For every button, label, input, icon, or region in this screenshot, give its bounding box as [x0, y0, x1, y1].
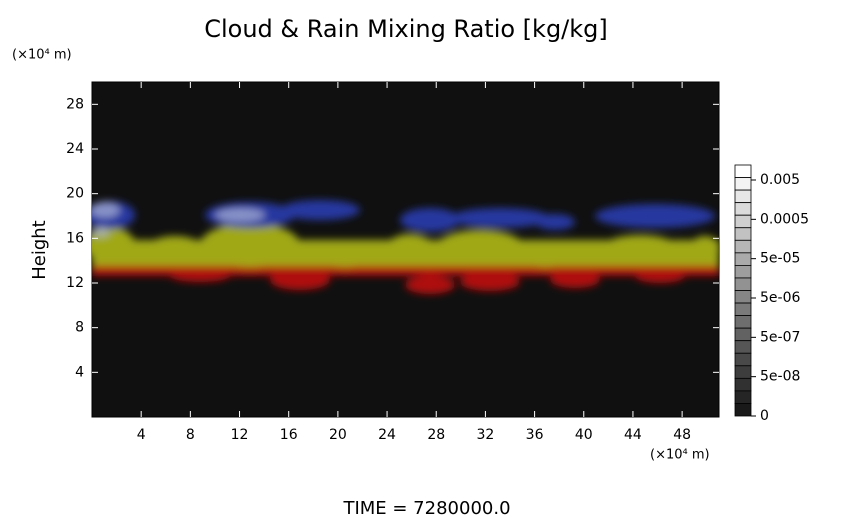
x-tick-label: 8 [186, 427, 195, 443]
colorbar-level [734, 390, 752, 404]
colorbar-level [734, 277, 752, 291]
colorbar-level [734, 340, 752, 354]
y-tick-label: 16 [66, 230, 84, 246]
x-unit: (×10⁴ m) [650, 448, 710, 463]
chart-title: Cloud & Rain Mixing Ratio [kg/kg] [204, 15, 608, 43]
x-tick-label: 28 [427, 427, 445, 443]
x-tick-label: 4 [137, 427, 146, 443]
y-tick-label: 24 [66, 141, 84, 157]
colorbar-level [734, 327, 752, 342]
x-tick-label: 20 [329, 427, 347, 443]
x-tick-label: 16 [280, 427, 298, 443]
y-tick-label: 28 [66, 96, 84, 112]
y-tick-label: 20 [66, 186, 84, 202]
colorbar-level [734, 227, 752, 241]
x-tick-label: 24 [378, 427, 396, 443]
colorbar-level [734, 264, 752, 279]
colorbar-level [734, 239, 752, 254]
colorbar-label: 5e-05 [760, 251, 800, 267]
x-tick-label: 32 [476, 427, 494, 443]
colorbar-label: 0.0005 [760, 211, 809, 227]
y-unit: (×10⁴ m) [12, 48, 72, 63]
x-tick-label: 44 [624, 427, 642, 443]
colorbar-level [734, 214, 752, 229]
x-tick-label: 48 [673, 427, 691, 443]
colorbar-level [734, 365, 752, 379]
y-tick-label: 12 [66, 275, 84, 291]
x-tick-label: 36 [526, 427, 544, 443]
colorbar-level [734, 290, 752, 304]
colorbar: 0.005 0.0005 5e-05 5e-06 5e-07 5e-08 0 [734, 164, 809, 424]
x-tick-label: 40 [575, 427, 593, 443]
colorbar-level [734, 352, 752, 367]
y-tick-label: 4 [75, 364, 84, 380]
colorbar-label: 5e-06 [760, 290, 800, 306]
colorbar-level [734, 202, 752, 216]
y-axis-label: Height [29, 220, 50, 280]
x-tick-label: 12 [231, 427, 249, 443]
colorbar-label: 5e-07 [760, 329, 800, 345]
colorbar-level [734, 315, 752, 329]
footer: TIME = 7280000.0 [342, 498, 510, 519]
colorbar-level [734, 177, 752, 191]
cloud-field [92, 200, 719, 294]
colorbar-label: 0.005 [760, 172, 800, 188]
colorbar-level [734, 164, 752, 178]
colorbar-level [734, 302, 752, 316]
colorbar-level [734, 252, 752, 266]
colorbar-label: 0 [760, 408, 769, 424]
colorbar-level [734, 189, 752, 204]
colorbar-label: 5e-08 [760, 369, 800, 385]
colorbar-level [734, 377, 752, 392]
y-tick-label: 8 [75, 320, 84, 336]
colorbar-level [734, 403, 752, 417]
